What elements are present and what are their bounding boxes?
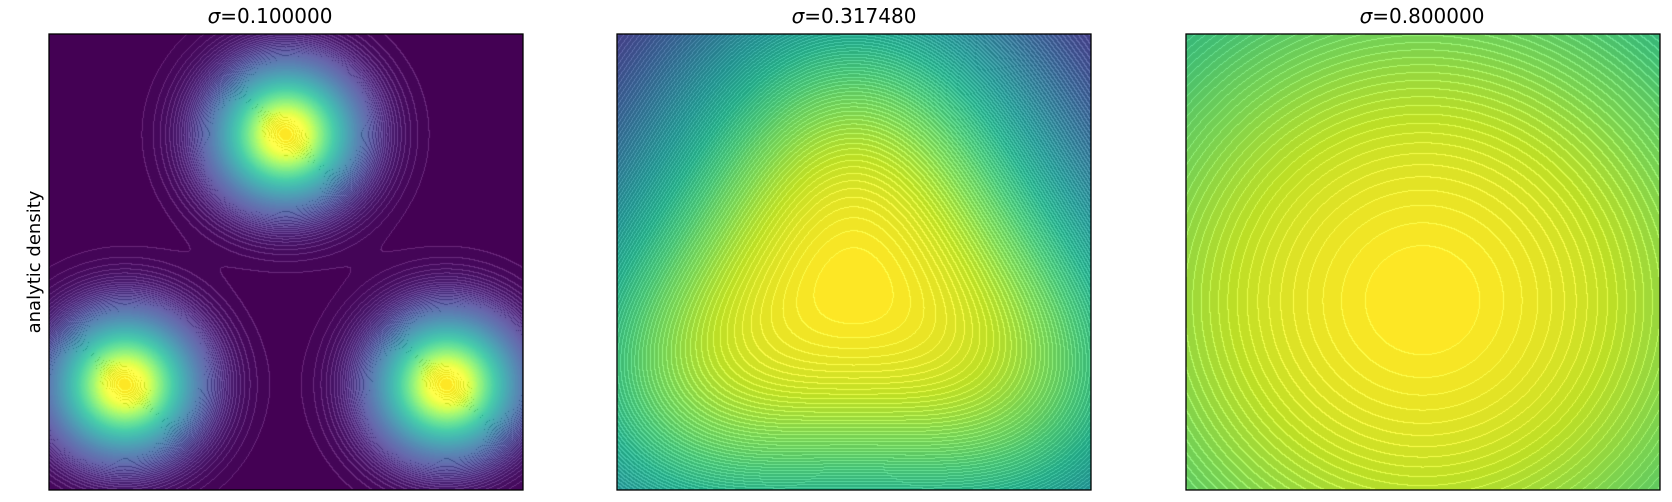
density-panel-1: σ=0.100000: [48, 4, 524, 491]
panel-2-title-symbol: σ: [792, 4, 806, 28]
panel-3-heatmap: [1186, 34, 1660, 490]
panel-1-frame: [48, 33, 524, 491]
panel-1-heatmap: [49, 34, 523, 490]
density-panel-2: σ=0.317480: [616, 4, 1092, 491]
panel-3-frame: [1185, 33, 1661, 491]
panel-3-title-value: =0.800000: [1372, 4, 1484, 28]
panel-2-plot-area: [617, 34, 1091, 490]
panel-3-plot-area: [1186, 34, 1660, 490]
panel-2-heatmap: [617, 34, 1091, 490]
panel-1-title-symbol: σ: [208, 4, 222, 28]
panel-2-frame: [616, 33, 1092, 491]
panel-2-title-value: =0.317480: [804, 4, 916, 28]
panel-2-title: σ=0.317480: [792, 4, 917, 28]
density-panel-3: σ=0.800000: [1185, 4, 1661, 491]
panel-1-plot-area: [49, 34, 523, 490]
panel-1-title: σ=0.100000: [208, 4, 333, 28]
panel-3-title: σ=0.800000: [1360, 4, 1485, 28]
panel-3-title-symbol: σ: [1360, 4, 1374, 28]
panel-1-title-value: =0.100000: [220, 4, 332, 28]
y-axis-label: analytic density: [24, 190, 45, 333]
